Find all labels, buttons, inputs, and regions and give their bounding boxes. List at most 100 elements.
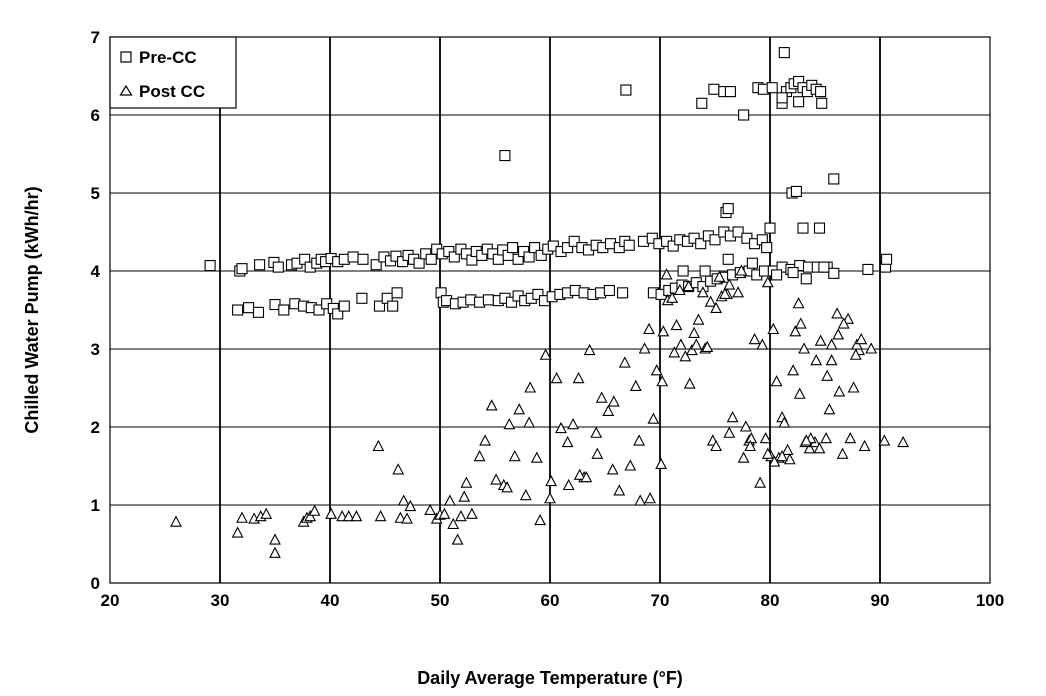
post-cc-point xyxy=(424,503,437,516)
post-cc-point xyxy=(479,434,492,446)
post-cc-point xyxy=(748,332,761,345)
post-cc-point xyxy=(485,399,498,411)
post-cc-point xyxy=(624,459,637,471)
post-cc-point xyxy=(508,449,521,462)
post-cc-point xyxy=(825,354,838,366)
post-cc-point xyxy=(783,453,796,465)
post-cc-point xyxy=(837,317,850,329)
post-cc-point xyxy=(682,279,695,292)
post-cc-point xyxy=(692,313,705,325)
post-cc-point xyxy=(523,416,536,428)
post-cc-point xyxy=(673,283,686,296)
post-cc-point xyxy=(704,295,717,307)
pre-cc-point xyxy=(677,265,689,277)
post-cc-point xyxy=(813,442,826,454)
y-tick-label: 7 xyxy=(91,28,100,47)
post-cc-point xyxy=(814,334,827,346)
legend-label-pre-cc: Pre-CC xyxy=(139,48,197,67)
post-cc-point xyxy=(778,416,791,428)
post-cc-point xyxy=(793,387,806,399)
post-cc-point xyxy=(606,463,619,475)
post-cc-point xyxy=(591,447,604,459)
post-cc-point xyxy=(865,342,878,354)
post-cc-point xyxy=(825,338,838,350)
post-cc-point xyxy=(701,340,714,352)
post-cc-point xyxy=(562,478,575,491)
post-cc-point xyxy=(170,515,182,527)
legend-square-marker-icon xyxy=(120,51,132,63)
post-cc-point xyxy=(718,287,731,299)
legend: Pre-CC Post CC xyxy=(109,36,237,109)
y-tick-label: 3 xyxy=(91,340,100,359)
pre-cc-point xyxy=(766,82,778,94)
legend-box xyxy=(109,36,237,109)
pre-cc-point xyxy=(722,203,734,215)
post-cc-point xyxy=(602,404,615,416)
post-cc-point xyxy=(650,364,663,376)
post-cc-point xyxy=(465,507,478,519)
pre-cc-point xyxy=(617,287,629,299)
post-cc-point xyxy=(342,510,355,522)
post-cc-point xyxy=(573,468,586,480)
post-cc-point xyxy=(683,377,696,389)
post-cc-point xyxy=(847,381,860,393)
pre-cc-point xyxy=(881,253,893,265)
x-tick-label: 100 xyxy=(976,591,1004,610)
pre-cc-point xyxy=(529,242,541,254)
post-cc-point xyxy=(770,375,783,387)
post-cc-point xyxy=(534,513,547,526)
post-cc-point xyxy=(308,504,321,516)
pre-cc-point xyxy=(828,267,840,279)
pre-cc-point xyxy=(793,96,805,108)
post-cc-point xyxy=(794,317,807,329)
post-cc-point xyxy=(739,420,752,432)
post-cc-point xyxy=(844,432,857,444)
post-cc-point xyxy=(732,286,745,298)
post-cc-point xyxy=(798,342,811,354)
post-cc-point xyxy=(849,348,862,360)
post-cc-point xyxy=(590,426,603,438)
post-cc-point xyxy=(674,338,687,350)
pre-cc-point xyxy=(620,84,632,96)
post-cc-point xyxy=(836,447,849,459)
pre-cc-point xyxy=(347,251,359,263)
post-cc-point xyxy=(850,338,863,350)
post-cc-point xyxy=(374,510,387,522)
y-tick-label: 5 xyxy=(91,184,100,203)
post-cc-point xyxy=(670,318,683,331)
post-cc-point xyxy=(679,350,692,362)
pre-cc-point xyxy=(332,308,344,320)
pre-cc-point xyxy=(800,273,812,285)
post-cc-point xyxy=(454,510,467,522)
pre-cc-point xyxy=(535,249,547,261)
post-cc-point xyxy=(789,325,802,337)
pre-cc-point xyxy=(482,294,494,306)
pre-cc-point xyxy=(391,287,403,299)
post-cc-point xyxy=(550,371,563,384)
post-cc-point xyxy=(759,432,772,444)
post-cc-point xyxy=(823,403,836,415)
x-tick-label: 20 xyxy=(101,591,120,610)
pre-cc-point xyxy=(776,92,788,104)
post-cc-point xyxy=(690,338,703,350)
pre-cc-point xyxy=(797,222,809,234)
post-cc-point xyxy=(260,507,273,519)
pre-cc-point xyxy=(448,251,460,263)
post-cc-point xyxy=(580,471,593,483)
post-cc-point xyxy=(831,307,844,319)
post-cc-point xyxy=(503,417,516,430)
post-cc-point xyxy=(513,403,526,415)
post-cc-point xyxy=(567,417,580,430)
pre-cc-point xyxy=(492,253,504,265)
pre-cc-point xyxy=(505,296,518,308)
post-cc-point xyxy=(657,325,670,337)
pre-cc-point xyxy=(667,240,679,252)
post-cc-point xyxy=(595,391,608,403)
pre-cc-point xyxy=(815,86,827,98)
pre-cc-point xyxy=(357,253,369,265)
post-cc-point xyxy=(855,332,868,345)
pre-cc-point xyxy=(603,284,615,297)
x-tick-label: 40 xyxy=(321,591,340,610)
y-tick-label: 1 xyxy=(91,496,100,515)
